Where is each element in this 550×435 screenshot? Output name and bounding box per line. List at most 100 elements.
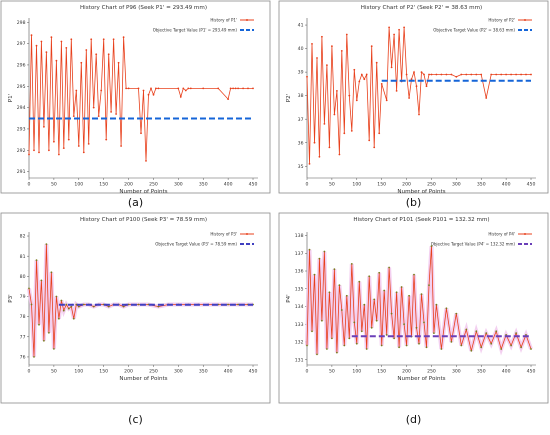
data-point (403, 26, 405, 29)
data-point (408, 97, 410, 99)
data-point (112, 38, 115, 41)
y-tick-label: 78 (20, 314, 26, 320)
data-point (48, 331, 50, 334)
data-point (380, 344, 383, 347)
data-point (122, 305, 125, 308)
y-tick-label: 41 (298, 23, 304, 29)
data-point (370, 45, 373, 48)
x-axis-label: Number of Points (397, 376, 445, 382)
data-point (336, 90, 338, 92)
data-point (38, 151, 40, 154)
y-tick-label: 298 (17, 20, 26, 26)
data-point (423, 73, 425, 76)
x-tick-label: 100 (74, 369, 83, 375)
data-point (480, 346, 483, 349)
data-point (515, 73, 517, 76)
x-tick-label: 100 (352, 369, 361, 375)
data-point (95, 53, 98, 56)
data-point (398, 28, 400, 31)
x-tick-label: 350 (199, 182, 208, 188)
data-point (67, 138, 70, 141)
x-tick-label: 300 (174, 369, 183, 375)
data-point (370, 326, 373, 329)
data-point (328, 291, 331, 294)
legend-entry: Objective Target Value (P1' = 293.49 mm) (153, 28, 238, 33)
data-point (318, 257, 321, 260)
x-tick-label: 450 (527, 182, 536, 188)
x-tick-label: 200 (402, 182, 411, 188)
x-tick-label: 350 (477, 182, 486, 188)
data-point (234, 87, 237, 90)
legend-entry: Objective Target Value (P4' = 132.32 mm) (431, 242, 516, 247)
data-point (179, 96, 182, 98)
y-tick-label: 39 (298, 70, 304, 76)
data-point (413, 273, 415, 276)
data-point (530, 73, 532, 76)
data-point (247, 87, 249, 90)
data-point (308, 248, 311, 251)
data-point (450, 73, 453, 76)
y-tick-label: 80 (20, 274, 26, 280)
data-point (306, 344, 308, 347)
data-point (331, 337, 333, 340)
data-point (137, 87, 140, 90)
x-tick-label: 0 (306, 182, 309, 188)
data-point (338, 284, 341, 287)
data-point (353, 68, 356, 71)
data-point (70, 305, 73, 308)
data-point (510, 344, 512, 347)
x-axis-label: Number of Points (119, 189, 167, 195)
data-point (127, 87, 130, 90)
data-point (336, 351, 338, 354)
data-point (505, 73, 507, 76)
data-point (428, 284, 430, 287)
data-point (90, 38, 93, 41)
y-axis-label: P3' (8, 294, 14, 302)
data-point (413, 71, 415, 73)
data-point (28, 287, 30, 290)
data-point (92, 305, 95, 308)
data-point (365, 73, 368, 76)
data-point (510, 73, 512, 76)
data-point (227, 98, 230, 100)
data-point (43, 339, 45, 342)
data-point (321, 319, 323, 322)
data-point (65, 47, 68, 49)
data-point (398, 346, 400, 349)
data-point (177, 87, 180, 90)
data-point (137, 303, 140, 306)
data-point (405, 344, 408, 347)
x-tick-label: 200 (124, 369, 133, 375)
data-point (355, 342, 358, 345)
data-point (28, 153, 30, 156)
x-tick-label: 200 (402, 369, 411, 375)
data-point (455, 75, 458, 78)
data-point (72, 115, 75, 117)
data-point (465, 73, 468, 76)
data-point (430, 245, 433, 248)
data-point (445, 73, 448, 76)
data-point (45, 51, 48, 53)
data-point (388, 26, 390, 29)
y-tick-label: 137 (295, 251, 304, 257)
data-point (62, 309, 65, 312)
data-point (343, 132, 346, 135)
y-tick-label: 295 (17, 84, 26, 90)
data-point (418, 113, 420, 116)
data-point (311, 43, 313, 45)
x-tick-label: 400 (224, 182, 233, 188)
y-tick-label: 138 (295, 233, 304, 239)
x-tick-label: 300 (452, 369, 461, 375)
data-point (326, 64, 328, 66)
data-point (316, 57, 318, 59)
x-tick-label: 400 (502, 369, 511, 375)
data-point (120, 145, 122, 147)
data-point (77, 305, 80, 308)
data-point (378, 271, 381, 274)
data-point (237, 87, 240, 90)
legend-entry: Objective Target Value (P2' = 38.63 mm) (433, 28, 515, 33)
data-point (495, 330, 498, 333)
x-tick-label: 50 (329, 369, 335, 375)
data-point (65, 303, 68, 306)
